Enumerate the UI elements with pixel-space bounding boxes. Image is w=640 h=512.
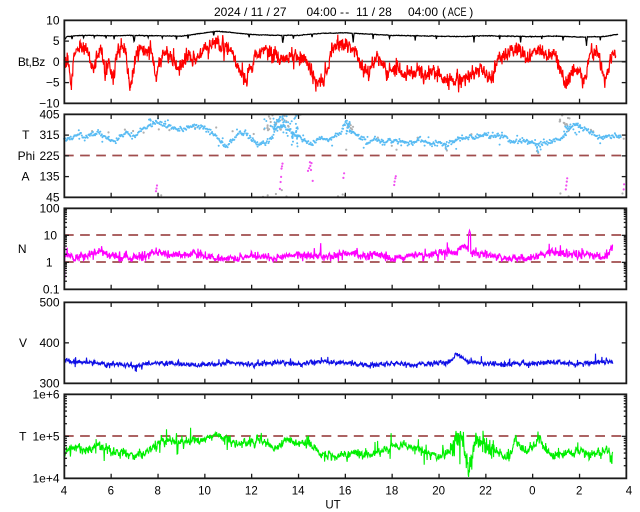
svg-text:T: T: [22, 128, 30, 142]
svg-text:100: 100: [39, 201, 59, 215]
svg-text:315: 315: [39, 128, 59, 142]
svg-text:1: 1: [46, 255, 53, 269]
svg-text:ACE: ACE: [448, 5, 467, 19]
svg-text:12: 12: [245, 485, 258, 497]
svg-text:(: (: [442, 5, 446, 19]
svg-text:0: 0: [529, 485, 535, 497]
svg-text:): ): [469, 5, 473, 19]
svg-text:V: V: [19, 336, 27, 350]
svg-text:4: 4: [626, 485, 633, 497]
svg-text:135: 135: [39, 170, 59, 184]
svg-text:5: 5: [53, 34, 60, 48]
svg-text:N: N: [18, 242, 27, 256]
svg-text:0.1: 0.1: [43, 282, 60, 296]
svg-text:18: 18: [385, 485, 398, 497]
svg-text:400: 400: [39, 336, 59, 350]
svg-text:500: 500: [39, 295, 59, 309]
svg-text:225: 225: [39, 149, 59, 163]
svg-text:22: 22: [479, 485, 492, 497]
svg-text:6: 6: [108, 485, 114, 497]
svg-text:300: 300: [39, 376, 59, 390]
svg-text:04:00: 04:00: [408, 5, 438, 19]
svg-text:UT: UT: [325, 500, 340, 512]
svg-text:20: 20: [432, 485, 445, 497]
svg-text:405: 405: [39, 107, 59, 121]
svg-text:10: 10: [44, 228, 58, 242]
svg-text:10: 10: [46, 13, 60, 27]
svg-text:--: --: [340, 5, 350, 19]
svg-text:1e+4: 1e+4: [32, 471, 59, 485]
svg-text:8: 8: [154, 485, 160, 497]
svg-text:2: 2: [576, 485, 582, 497]
svg-text:11 / 28: 11 / 28: [356, 5, 392, 19]
svg-text:−5: −5: [46, 76, 60, 90]
svg-text:T: T: [19, 429, 27, 443]
svg-text:4: 4: [61, 485, 68, 497]
svg-text:1e+6: 1e+6: [32, 387, 59, 401]
svg-text:1e+5: 1e+5: [32, 429, 59, 443]
svg-text:−10: −10: [39, 96, 60, 110]
svg-text:Phi: Phi: [18, 149, 35, 163]
svg-text:A: A: [21, 170, 29, 184]
svg-text:10: 10: [198, 485, 211, 497]
svg-text:45: 45: [46, 190, 60, 204]
svg-text:16: 16: [339, 485, 352, 497]
svg-text:04:00: 04:00: [307, 5, 337, 19]
svg-text:Bt,Bz: Bt,Bz: [18, 55, 45, 69]
svg-text:0: 0: [53, 55, 60, 69]
svg-text:2024 / 11 / 27: 2024 / 11 / 27: [214, 5, 287, 19]
svg-text:14: 14: [292, 485, 305, 497]
